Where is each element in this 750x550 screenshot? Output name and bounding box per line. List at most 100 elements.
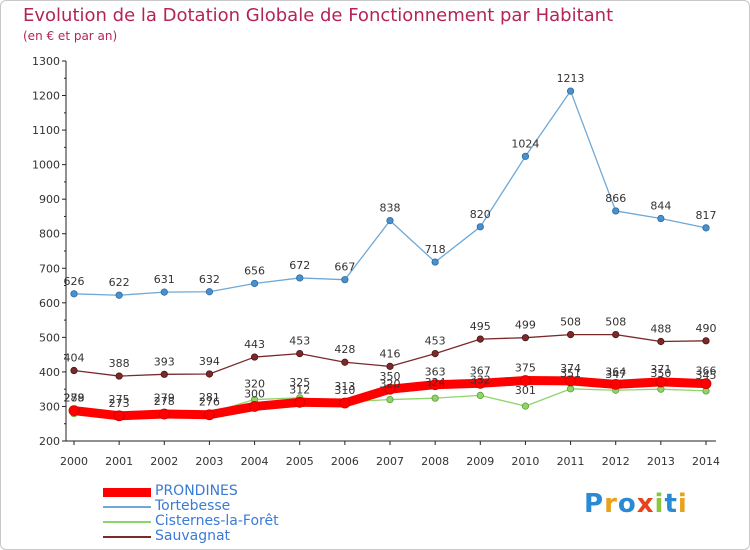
data-label-cisternes-la-for-t: 320 (380, 378, 401, 391)
data-label-prondines: 300 (244, 387, 265, 400)
logo-letter: P (584, 489, 605, 519)
data-label-cisternes-la-for-t: 332 (470, 373, 491, 386)
data-point-tortebesse (702, 224, 710, 232)
y-tick-label: 1200 (32, 90, 60, 103)
y-tick-label: 900 (39, 193, 60, 206)
legend-swatch-prondines (103, 488, 151, 497)
legend-label-cisternes: Cisternes-la-Forêt (155, 513, 279, 529)
data-point-tortebesse (612, 207, 620, 215)
data-label-prondines: 363 (425, 366, 446, 379)
data-label-cisternes-la-for-t: 351 (560, 367, 581, 380)
logo-letter: i (654, 489, 665, 519)
x-tick-label: 2008 (421, 455, 449, 468)
y-tick-label: 700 (39, 262, 60, 275)
data-point-tortebesse (250, 279, 259, 288)
data-label-tortebesse: 656 (244, 264, 265, 277)
data-label-prondines: 374 (560, 362, 581, 375)
x-tick-label: 2012 (602, 455, 630, 468)
data-point-prondines (204, 409, 215, 421)
data-label-tortebesse: 632 (199, 273, 220, 286)
data-label-sauvagnat: 443 (244, 338, 265, 351)
x-tick-label: 2013 (647, 455, 675, 468)
data-label-sauvagnat: 393 (154, 355, 175, 368)
data-label-cisternes-la-for-t: 281 (199, 391, 220, 404)
data-label-tortebesse: 817 (696, 209, 717, 222)
data-point-sauvagnat (431, 349, 439, 358)
legend-label-tortebesse: Tortebesse (155, 498, 231, 514)
data-point-prondines (113, 410, 125, 422)
data-label-sauvagnat: 453 (289, 335, 310, 348)
data-point-sauvagnat (657, 337, 665, 346)
data-point-sauvagnat (160, 370, 168, 378)
data-label-cisternes-la-for-t: 279 (64, 392, 85, 405)
data-point-cisternes-la-for-t (386, 395, 394, 404)
data-label-sauvagnat: 394 (199, 355, 220, 368)
data-label-tortebesse: 866 (605, 192, 626, 205)
data-label-prondines: 278 (154, 395, 175, 408)
y-tick-label: 1300 (32, 55, 60, 68)
data-point-cisternes-la-for-t (566, 385, 575, 393)
proxiti-logo: Proxiti (584, 489, 688, 519)
data-point-sauvagnat (476, 335, 484, 343)
data-point-tortebesse (70, 290, 78, 298)
data-label-tortebesse: 838 (380, 202, 401, 215)
data-point-sauvagnat (296, 349, 304, 358)
y-tick-label: 200 (39, 435, 60, 448)
data-label-cisternes-la-for-t: 279 (154, 392, 175, 405)
x-tick-label: 2001 (105, 455, 133, 468)
data-label-prondines: 364 (605, 365, 626, 378)
x-tick-label: 2014 (692, 455, 720, 468)
x-tick-label: 2005 (286, 455, 314, 468)
data-label-tortebesse: 718 (425, 243, 446, 256)
data-label-prondines: 276 (199, 396, 220, 409)
data-point-prondines (294, 396, 306, 408)
y-tick-label: 1100 (32, 124, 60, 137)
data-label-cisternes-la-for-t: 324 (425, 376, 446, 389)
data-point-prondines (158, 408, 170, 420)
data-point-sauvagnat (386, 362, 394, 370)
data-point-tortebesse (296, 274, 304, 282)
x-tick-label: 2003 (195, 455, 223, 468)
data-point-prondines (655, 376, 667, 388)
data-point-sauvagnat (612, 330, 620, 339)
data-point-tortebesse (205, 288, 214, 296)
legend-label-prondines: PRONDINES (155, 483, 238, 499)
data-point-prondines (249, 401, 260, 412)
logo-letter: t (664, 489, 678, 519)
data-label-sauvagnat: 388 (109, 357, 130, 370)
data-label-tortebesse: 820 (470, 208, 491, 221)
data-label-sauvagnat: 416 (380, 347, 401, 360)
data-label-prondines: 367 (470, 364, 491, 377)
x-tick-label: 2000 (60, 455, 88, 468)
data-label-prondines: 366 (696, 365, 717, 378)
data-point-tortebesse (386, 217, 394, 225)
x-tick-label: 2010 (511, 455, 539, 468)
data-point-sauvagnat (702, 337, 710, 345)
y-tick-label: 500 (39, 331, 60, 344)
data-label-tortebesse: 667 (334, 261, 355, 274)
data-point-cisternes-la-for-t (431, 394, 439, 402)
data-label-prondines: 273 (109, 397, 130, 410)
y-tick-label: 1000 (32, 159, 60, 172)
data-point-prondines (610, 378, 622, 390)
data-point-cisternes-la-for-t (521, 402, 530, 410)
x-tick-label: 2011 (557, 455, 585, 468)
data-label-sauvagnat: 428 (334, 343, 355, 356)
legend-swatch-cisternes (103, 521, 151, 523)
logo-letter: r (604, 489, 618, 519)
data-point-sauvagnat (205, 370, 214, 378)
legend-swatch-sauvagnat (103, 536, 151, 538)
data-point-prondines (68, 405, 80, 417)
data-point-prondines (339, 397, 351, 409)
logo-letter: x (636, 489, 655, 519)
data-point-tortebesse (341, 276, 349, 284)
data-label-sauvagnat: 488 (650, 323, 671, 336)
data-label-cisternes-la-for-t: 313 (334, 380, 355, 393)
chart-title: Evolution de la Dotation Globale de Fonc… (23, 5, 614, 26)
data-point-prondines (700, 378, 712, 390)
data-point-cisternes-la-for-t (476, 391, 484, 399)
data-label-cisternes-la-for-t: 301 (515, 384, 536, 397)
data-point-tortebesse (521, 152, 530, 160)
